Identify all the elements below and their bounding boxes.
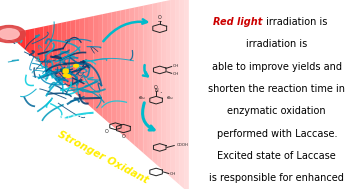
Polygon shape (12, 32, 16, 42)
Polygon shape (174, 0, 178, 183)
Polygon shape (167, 0, 171, 177)
Text: tBu: tBu (167, 96, 174, 100)
Polygon shape (7, 33, 12, 38)
Polygon shape (112, 11, 116, 129)
Text: irradiation is: irradiation is (246, 39, 307, 49)
Text: COOH: COOH (177, 143, 189, 147)
Polygon shape (166, 0, 171, 177)
Polygon shape (103, 13, 107, 121)
Circle shape (64, 74, 69, 77)
Polygon shape (34, 27, 39, 62)
Polygon shape (163, 1, 167, 174)
Polygon shape (178, 0, 182, 186)
Polygon shape (57, 23, 62, 82)
Text: ·: · (159, 89, 162, 98)
Polygon shape (71, 20, 76, 94)
Text: Laccase Tv: Laccase Tv (56, 114, 95, 120)
Polygon shape (21, 30, 25, 50)
Circle shape (0, 26, 25, 43)
Polygon shape (107, 12, 112, 125)
Text: tBu: tBu (139, 96, 145, 100)
Polygon shape (84, 17, 89, 105)
Polygon shape (139, 6, 143, 153)
Polygon shape (30, 28, 34, 58)
Polygon shape (76, 19, 80, 98)
Text: irradiation is: irradiation is (263, 17, 327, 27)
Polygon shape (162, 1, 166, 173)
Text: Stronger Oxidant: Stronger Oxidant (56, 129, 150, 185)
Text: Red light: Red light (213, 17, 262, 27)
Polygon shape (16, 31, 21, 46)
Text: enzymatic oxidation: enzymatic oxidation (228, 106, 326, 116)
Polygon shape (53, 24, 57, 78)
Text: able to improve yields and: able to improve yields and (212, 62, 342, 72)
Polygon shape (25, 29, 30, 54)
Text: Excited state of Laccase: Excited state of Laccase (217, 151, 336, 161)
Polygon shape (44, 26, 48, 70)
Polygon shape (180, 0, 184, 189)
Text: OH: OH (170, 172, 176, 176)
Text: N: N (154, 88, 158, 93)
Circle shape (63, 69, 68, 72)
Circle shape (0, 29, 19, 39)
Polygon shape (121, 9, 125, 137)
Polygon shape (157, 2, 162, 169)
Polygon shape (134, 7, 139, 149)
Text: OH: OH (173, 64, 179, 68)
Polygon shape (80, 18, 84, 101)
Circle shape (74, 64, 79, 67)
Polygon shape (149, 4, 152, 161)
Polygon shape (171, 0, 175, 181)
Polygon shape (145, 5, 149, 158)
Text: O: O (122, 134, 125, 139)
Polygon shape (130, 8, 134, 145)
Polygon shape (152, 3, 156, 164)
Polygon shape (182, 0, 185, 189)
Circle shape (63, 71, 68, 73)
Text: shorten the reaction time in: shorten the reaction time in (208, 84, 345, 94)
Polygon shape (184, 0, 189, 189)
Text: O: O (158, 15, 162, 20)
Polygon shape (175, 0, 180, 185)
Polygon shape (66, 21, 71, 90)
Polygon shape (152, 3, 157, 165)
Polygon shape (98, 14, 103, 117)
Polygon shape (171, 0, 174, 180)
Polygon shape (125, 9, 130, 141)
Text: performed with Laccase.: performed with Laccase. (217, 129, 337, 139)
Polygon shape (94, 15, 98, 113)
Polygon shape (148, 4, 152, 161)
Polygon shape (116, 10, 121, 133)
Polygon shape (185, 0, 189, 189)
Text: O: O (154, 85, 158, 90)
Polygon shape (89, 16, 94, 109)
Polygon shape (156, 2, 160, 167)
Polygon shape (62, 22, 66, 86)
Text: OH: OH (173, 72, 179, 76)
Polygon shape (39, 26, 44, 66)
Text: is responsible for enhanced: is responsible for enhanced (209, 173, 344, 183)
Polygon shape (160, 2, 163, 170)
Text: O: O (105, 129, 109, 134)
Polygon shape (48, 25, 53, 74)
Text: Red light irradiation is: Red light irradiation is (223, 17, 331, 27)
Polygon shape (143, 5, 148, 157)
Circle shape (66, 75, 71, 77)
